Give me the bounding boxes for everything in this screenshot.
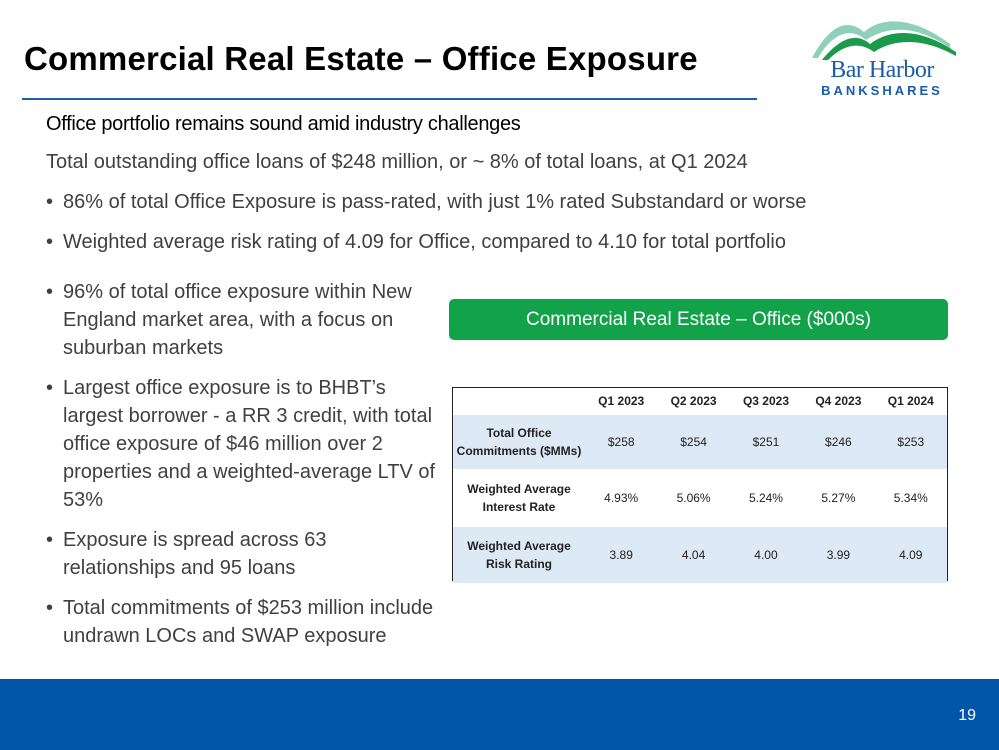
top-bullet-list: 86% of total Office Exposure is pass-rat… xyxy=(46,190,906,270)
bullet-item: Exposure is spread across 63 relationshi… xyxy=(46,526,441,582)
table-cell: 4.09 xyxy=(874,526,947,583)
bullet-item: Weighted average risk rating of 4.09 for… xyxy=(46,230,906,254)
office-metrics-table: Q1 2023 Q2 2023 Q3 2023 Q4 2023 Q1 2024 … xyxy=(452,387,948,583)
table-row: Weighted Average Risk Rating 3.89 4.04 4… xyxy=(453,526,947,583)
logo-name: Bar Harbor xyxy=(830,57,934,83)
section-subhead: Office portfolio remains sound amid indu… xyxy=(46,113,521,135)
table-cell: $258 xyxy=(585,414,658,470)
table-title-banner: Commercial Real Estate – Office ($000s) xyxy=(449,299,948,340)
table-cell: 5.06% xyxy=(657,469,730,527)
row-label: Weighted Average Interest Rate xyxy=(453,469,585,527)
table-cell: $246 xyxy=(802,414,875,470)
column-header: Q2 2023 xyxy=(670,394,717,408)
footer-bar: 19 xyxy=(0,679,999,750)
bullet-item: 96% of total office exposure within New … xyxy=(46,278,441,362)
table-row: Weighted Average Interest Rate 4.93% 5.0… xyxy=(453,469,947,527)
table-row: Total Office Commitments ($MMs) $258 $25… xyxy=(453,414,947,470)
table-cell: 3.89 xyxy=(585,526,658,583)
bullet-item: Total commitments of $253 million includ… xyxy=(46,594,441,650)
table-cell: 5.34% xyxy=(874,469,947,527)
table-cell: 3.99 xyxy=(802,526,875,583)
lead-statement: Total outstanding office loans of $248 m… xyxy=(46,151,748,173)
column-header: Q4 2023 xyxy=(815,394,862,408)
table-cell: $251 xyxy=(729,414,803,470)
table-cell: $254 xyxy=(657,414,730,470)
bar-harbor-logo: Bar Harbor BANKSHARES xyxy=(800,14,962,98)
row-label: Weighted Average Risk Rating xyxy=(453,526,585,583)
page-title: Commercial Real Estate – Office Exposure xyxy=(24,40,698,77)
column-header: Q3 2023 xyxy=(742,394,789,408)
row-label: Total Office Commitments ($MMs) xyxy=(453,414,585,470)
table-cell: 4.93% xyxy=(585,469,658,527)
column-header xyxy=(453,388,585,415)
table-cell: 5.24% xyxy=(729,469,803,527)
table-cell: 4.00 xyxy=(729,526,803,583)
column-header: Q1 2024 xyxy=(887,394,934,408)
mountains-icon xyxy=(812,21,956,60)
bullet-item: 86% of total Office Exposure is pass-rat… xyxy=(46,190,906,214)
table-cell: $253 xyxy=(874,414,947,470)
table-cell: 5.27% xyxy=(802,469,875,527)
logo-subname: BANKSHARES xyxy=(821,83,943,98)
table-header-row: Q1 2023 Q2 2023 Q3 2023 Q4 2023 Q1 2024 xyxy=(453,388,947,415)
left-bullet-list: 96% of total office exposure within New … xyxy=(46,278,441,662)
column-header: Q1 2023 xyxy=(598,394,645,408)
table-cell: 4.04 xyxy=(657,526,730,583)
bullet-item: Largest office exposure is to BHBT’s lar… xyxy=(46,374,441,514)
title-divider xyxy=(22,98,757,100)
page-number: 19 xyxy=(958,707,976,724)
